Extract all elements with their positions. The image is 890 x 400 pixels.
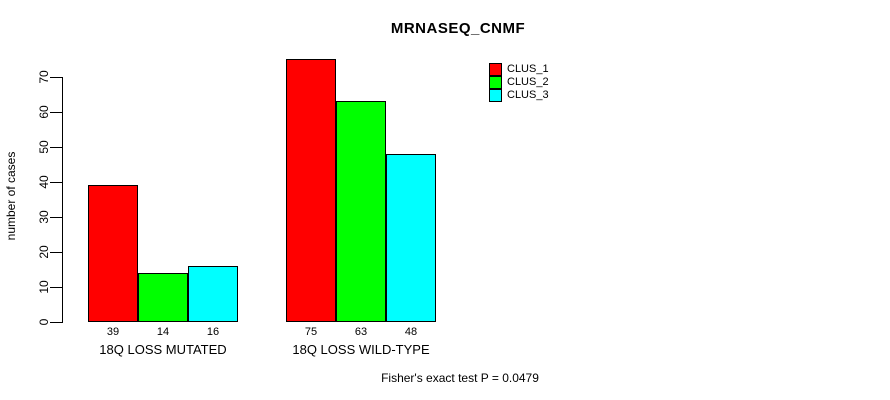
- y-axis-tick: [50, 77, 62, 78]
- legend-item: CLUS_2: [489, 76, 549, 89]
- y-axis-tick-label: 0: [37, 318, 51, 326]
- bar-clus_3: [188, 266, 238, 322]
- x-category-label: 18Q LOSS WILD-TYPE: [292, 342, 430, 357]
- legend-swatch-clus_3: [489, 89, 502, 102]
- y-axis-tick: [50, 217, 62, 218]
- x-category-label: 18Q LOSS MUTATED: [99, 342, 227, 357]
- bar-clus_2: [336, 101, 386, 322]
- bar-clus_1: [88, 185, 138, 322]
- legend-label: CLUS_3: [507, 89, 549, 101]
- y-axis-tick-label: 40: [37, 175, 51, 189]
- legend-swatch-clus_2: [489, 76, 502, 89]
- y-axis-tick: [50, 147, 62, 148]
- bar-value-label: 14: [156, 326, 170, 338]
- legend-label: CLUS_1: [507, 63, 549, 75]
- bar-value-label: 39: [106, 326, 120, 338]
- y-axis-tick: [50, 112, 62, 113]
- y-axis-tick-label: 60: [37, 105, 51, 119]
- y-axis-tick-label: 10: [37, 280, 51, 294]
- y-axis-tick-label: 30: [37, 210, 51, 224]
- y-axis-tick: [50, 252, 62, 253]
- y-axis-line: [62, 77, 63, 323]
- y-axis-tick-label: 20: [37, 245, 51, 259]
- y-axis-tick: [50, 322, 62, 323]
- bar-value-label: 63: [354, 326, 368, 338]
- bar-clus_1: [286, 59, 336, 322]
- legend-item: CLUS_1: [489, 63, 549, 76]
- legend-label: CLUS_2: [507, 76, 549, 88]
- y-axis-tick-label: 50: [37, 140, 51, 154]
- bar-value-label: 75: [304, 326, 318, 338]
- annotation-pvalue: Fisher's exact test P = 0.0479: [381, 371, 539, 385]
- y-axis-label: number of cases: [4, 151, 18, 241]
- bar-value-label: 16: [206, 326, 220, 338]
- chart-title: MRNASEQ_CNMF: [390, 20, 526, 37]
- legend: CLUS_1 CLUS_2 CLUS_3: [489, 63, 549, 102]
- y-axis-tick-label: 70: [37, 70, 51, 84]
- legend-item: CLUS_3: [489, 89, 549, 102]
- bar-clus_2: [138, 273, 188, 322]
- y-axis-tick: [50, 287, 62, 288]
- bar-value-label: 48: [404, 326, 418, 338]
- bar-clus_3: [386, 154, 436, 322]
- legend-swatch-clus_1: [489, 63, 502, 76]
- y-axis-tick: [50, 182, 62, 183]
